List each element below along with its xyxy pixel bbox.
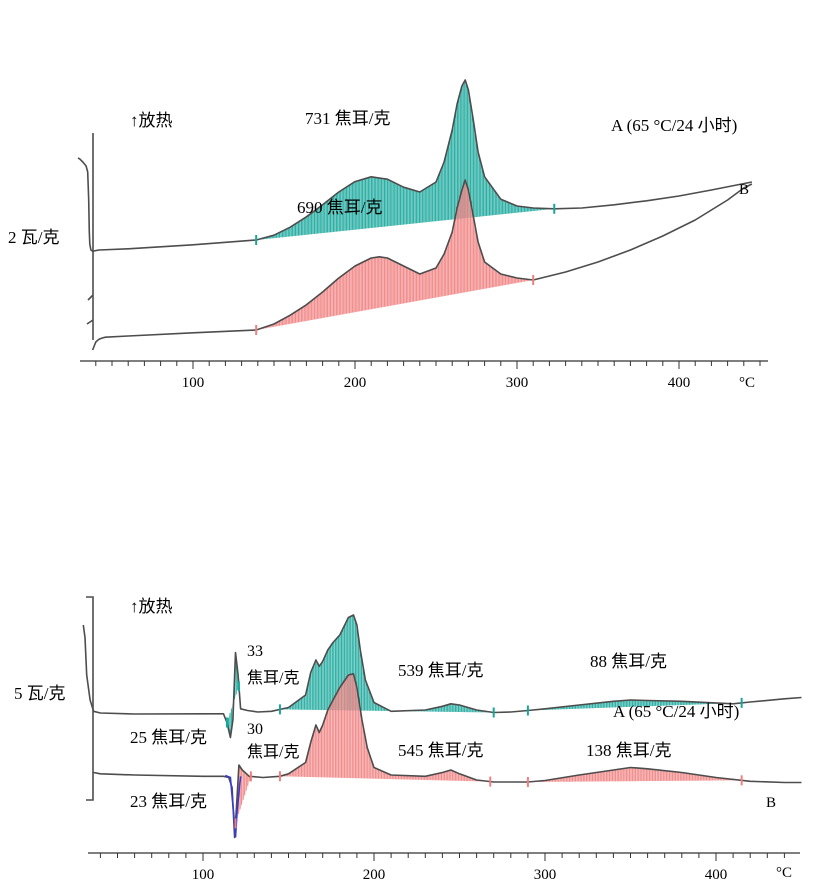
p0-tick-label-100: 100 [182, 375, 205, 391]
p1-hatch-s1-2 [535, 767, 737, 782]
p0-area-s1-0 [256, 180, 534, 330]
p0-curve-a [77, 79, 753, 252]
p1-hatch-s0-1 [282, 615, 489, 713]
top-peak-areas [256, 80, 555, 330]
top-scale-bar [86, 133, 94, 340]
p1-tick-label-100: 100 [192, 867, 215, 883]
bottom-x-axis: 100 200 300 400 [88, 852, 800, 883]
top-peak-label-b: 690 焦耳/克 [297, 198, 382, 217]
p0-hatch-s1-0 [260, 181, 531, 330]
bottom-peak-label-b3: 138 焦耳/克 [586, 741, 671, 760]
top-x-axis: 100 200 300 400 [80, 360, 768, 391]
top-x-unit: °C [739, 375, 755, 391]
top-integration-markers [255, 203, 556, 335]
bottom-endotherm-label-2: 23 焦耳/克 [130, 792, 207, 811]
p1-hatch-s1-1 [282, 674, 484, 782]
bottom-peak-label-b1-value: 30 [247, 721, 263, 738]
p1-curve-b [93, 673, 802, 839]
top-series-label-b: B [739, 182, 749, 198]
p0-tick-label-300: 300 [506, 375, 529, 391]
bottom-panel: 100 200 300 400 ↑放热 5 瓦/克 33 焦耳/克 539 焦耳/克 … [14, 596, 802, 883]
p0-tick-label-400: 400 [668, 375, 691, 391]
p1-tick-label-200: 200 [363, 867, 386, 883]
p0-curve-b [91, 179, 753, 351]
top-curves [77, 79, 753, 351]
top-peak-label-a: 731 焦耳/克 [305, 109, 390, 128]
bottom-series-label-b: B [766, 795, 776, 811]
bottom-peak-label-a3: 88 焦耳/克 [590, 652, 667, 671]
p1-tick-label-300: 300 [534, 867, 557, 883]
bottom-peak-areas [226, 615, 742, 824]
bottom-peak-label-a2: 539 焦耳/克 [398, 661, 483, 680]
top-panel: 100 200 300 400 ↑放热 2 瓦/克 731 焦耳/克 690 焦耳/克… [8, 79, 768, 391]
bottom-peak-label-b1-unit: 焦耳/克 [247, 743, 299, 761]
bottom-series-label-a: A (65 °C/24 小时) [613, 702, 739, 721]
bottom-endotherm-label-1: 25 焦耳/克 [130, 728, 207, 747]
p0-tick-label-200: 200 [344, 375, 367, 391]
bottom-scale-bar [86, 596, 94, 801]
bottom-peak-label-a1-unit: 焦耳/克 [247, 669, 299, 687]
bottom-y-scale-label: 5 瓦/克 [14, 684, 65, 703]
top-series-label-a: A (65 °C/24 小时) [611, 116, 737, 135]
p1-curve-a [82, 614, 802, 739]
bottom-peak-label-a1-value: 33 [247, 643, 263, 660]
bottom-integration-markers [225, 681, 743, 829]
bottom-x-unit: °C [776, 865, 792, 881]
bottom-peak-label-b2: 545 焦耳/克 [398, 741, 483, 760]
top-exo-label: ↑放热 [130, 111, 173, 130]
top-y-scale-label: 2 瓦/克 [8, 228, 59, 247]
bottom-exo-label: ↑放热 [130, 597, 173, 616]
p1-tick-label-400: 400 [705, 867, 728, 883]
